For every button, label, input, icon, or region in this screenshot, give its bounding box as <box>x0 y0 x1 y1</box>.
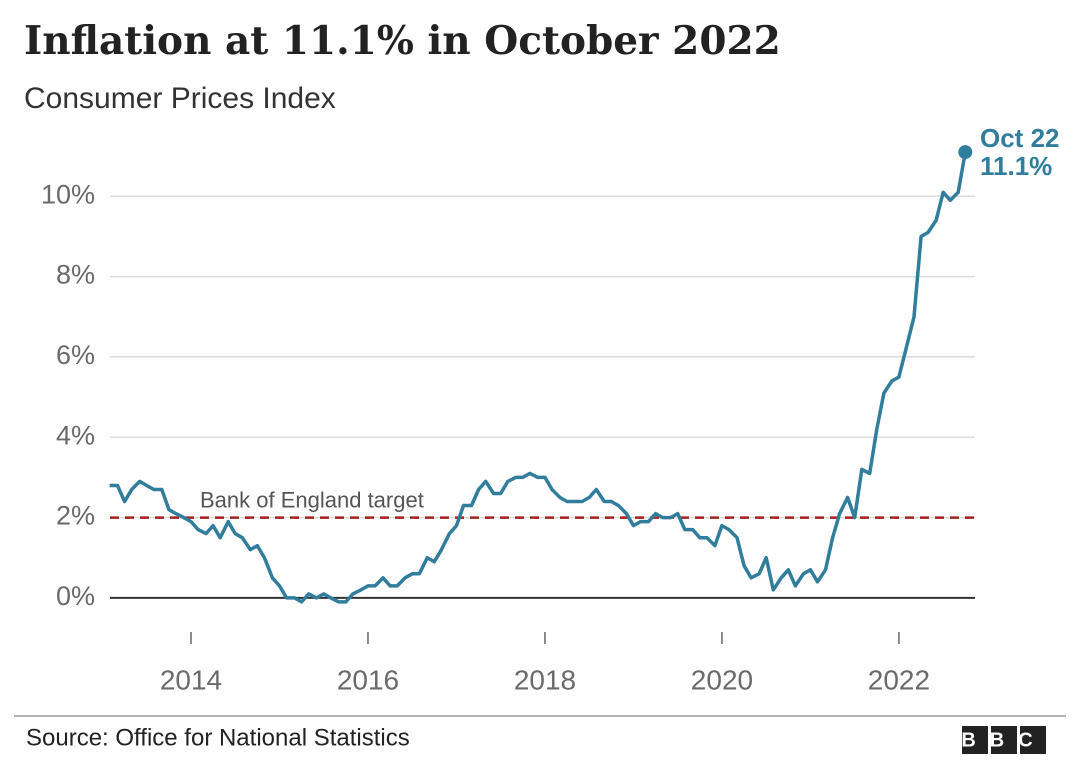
line <box>109 151 968 604</box>
logo: BBC <box>961 726 1046 754</box>
reference-label: Bank of England target <box>200 487 424 512</box>
x-tick-label: 2014 <box>160 664 222 695</box>
y-tick-label: 10% <box>41 179 95 209</box>
chart-title: Inflation at 11.1% in October 2022 <box>24 18 781 64</box>
chart-subtitle: Consumer Prices Index <box>24 82 336 115</box>
x-tick-label: 2022 <box>868 664 930 695</box>
source: Source: Office for National Statistics <box>26 724 410 751</box>
highlight-point <box>958 145 973 160</box>
highlight-label: Oct 22 <box>980 123 1060 153</box>
y-tick-label: 8% <box>56 260 95 290</box>
y-tick-label: 2% <box>56 501 95 531</box>
x-tick-label: 2020 <box>691 664 753 695</box>
logo-text: BBC <box>961 729 1046 751</box>
y-tick-label: 0% <box>56 581 95 611</box>
y-tick-label: 4% <box>56 420 95 450</box>
x-tick-label: 2016 <box>337 664 399 695</box>
x-tick-label: 2018 <box>514 664 576 695</box>
highlight-value: 11.1% <box>980 151 1052 181</box>
y-tick-label: 6% <box>56 340 95 370</box>
